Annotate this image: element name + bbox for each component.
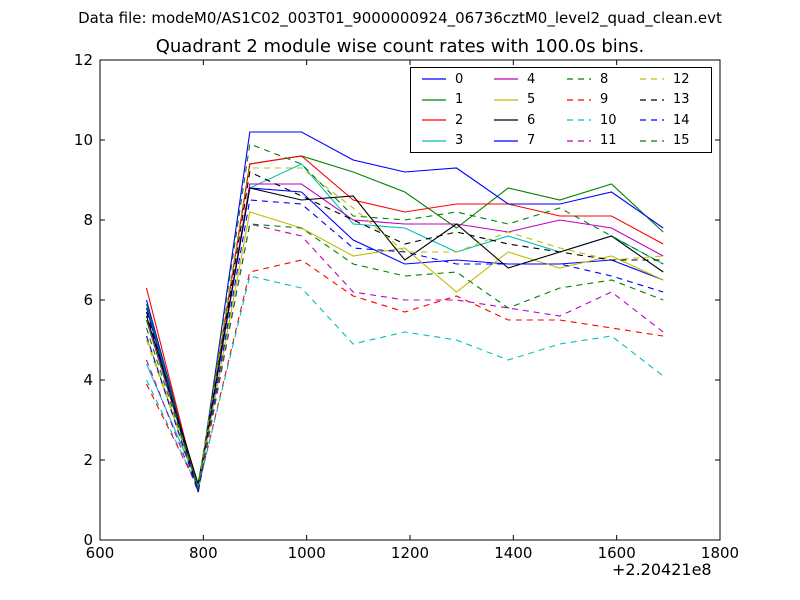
y-tick-label: 10: [74, 131, 93, 149]
legend-label: 14: [673, 112, 690, 128]
chart-legend: 0 1 2 3 4 5 6 7 8 9 10 11 12 13 14 15: [410, 67, 712, 153]
series-line-8: [145, 143, 664, 489]
series-line-15: [145, 223, 664, 491]
legend-swatch: [640, 139, 664, 142]
legend-item-9: 9: [566, 90, 608, 110]
legend-swatch: [422, 139, 446, 142]
y-tick-label: 0: [83, 531, 93, 549]
series-lines: [145, 131, 664, 494]
x-tick-label: 1800: [701, 544, 739, 562]
x-axis-offset-label: +2.20421e8: [612, 560, 712, 579]
legend-item-12: 12: [639, 69, 690, 89]
y-tick-label: 2: [83, 451, 93, 469]
legend-label: 0: [455, 71, 464, 87]
legend-item-0: 0: [421, 69, 463, 89]
legend-item-15: 15: [639, 131, 690, 151]
series-line-5: [145, 211, 664, 491]
legend-item-4: 4: [493, 69, 535, 89]
x-tick-label: 1600: [598, 544, 636, 562]
x-tick-label: 600: [86, 544, 115, 562]
legend-swatch: [567, 78, 591, 80]
x-tick-label: 1000: [288, 544, 326, 562]
legend-label: 2: [455, 112, 464, 128]
legend-swatch: [640, 78, 664, 80]
x-axis: 600 800 1000 1200 1400 1600 1800: [86, 60, 739, 562]
series-line-10: [146, 275, 664, 490]
legend-label: 3: [455, 133, 464, 148]
legend-item-1: 1: [421, 90, 463, 110]
legend-label: 7: [527, 133, 536, 148]
series-line-6: [145, 187, 664, 485]
y-tick-label: 8: [83, 211, 93, 229]
figure-suptitle: Data file: modeM0/AS1C02_003T01_90000009…: [78, 9, 722, 27]
legend-swatch: [567, 98, 591, 101]
legend-label: 4: [527, 71, 536, 87]
legend-swatch: [422, 119, 446, 121]
y-tick-label: 12: [74, 51, 93, 69]
legend-item-5: 5: [493, 90, 535, 110]
x-tick-label: 1400: [494, 544, 532, 562]
legend-swatch: [640, 119, 664, 121]
legend-label: 9: [600, 92, 609, 107]
legend-swatch: [494, 78, 518, 80]
x-tick-label: 1200: [391, 544, 429, 562]
legend-item-3: 3: [421, 131, 463, 151]
legend-item-13: 13: [639, 90, 690, 110]
series-line-7: [145, 131, 664, 493]
legend-swatch: [567, 139, 591, 142]
legend-label: 5: [527, 92, 536, 107]
legend-label: 13: [673, 92, 690, 107]
legend-swatch: [494, 119, 518, 121]
legend-item-11: 11: [566, 131, 617, 151]
series-line-13: [145, 171, 664, 493]
legend-label: 12: [673, 71, 690, 87]
y-tick-label: 4: [83, 371, 93, 389]
series-line-9: [146, 259, 664, 490]
legend-item-8: 8: [566, 69, 608, 89]
legend-label: 8: [600, 71, 609, 87]
legend-label: 10: [600, 112, 617, 128]
legend-item-7: 7: [493, 131, 535, 151]
chart-title: Quadrant 2 module wise count rates with …: [155, 36, 645, 57]
legend-swatch: [422, 98, 446, 101]
legend-item-6: 6: [493, 110, 535, 130]
x-tick-label: 800: [189, 544, 218, 562]
legend-label: 11: [600, 133, 617, 148]
series-line-14: [145, 199, 664, 493]
legend-swatch: [494, 98, 518, 101]
y-tick-label: 6: [83, 291, 93, 309]
legend-item-2: 2: [421, 110, 463, 130]
legend-label: 6: [527, 112, 536, 128]
series-line-1: [145, 155, 664, 489]
legend-swatch: [567, 119, 591, 121]
legend-item-14: 14: [639, 110, 690, 130]
legend-swatch: [494, 139, 518, 142]
legend-label: 15: [673, 133, 690, 148]
legend-swatch: [640, 98, 664, 101]
legend-swatch: [422, 78, 446, 80]
legend-label: 1: [455, 92, 464, 107]
legend-item-10: 10: [566, 110, 617, 130]
